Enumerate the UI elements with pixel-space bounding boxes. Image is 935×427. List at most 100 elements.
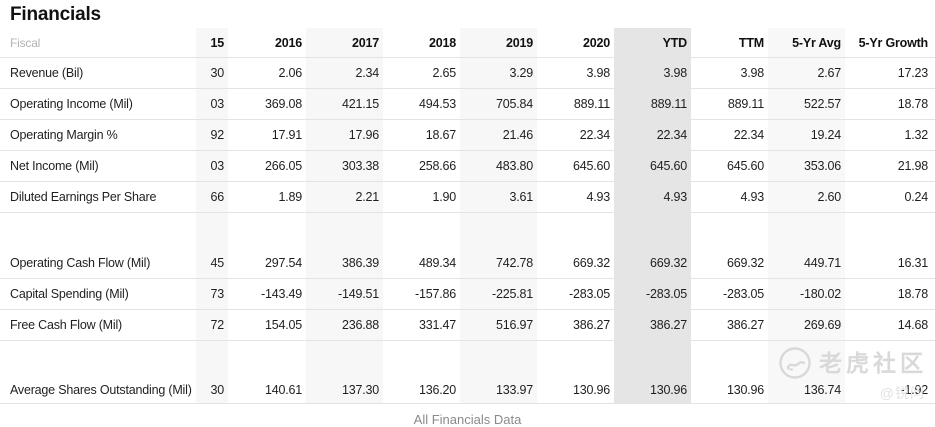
value-cell: 2.65 <box>432 66 456 80</box>
spacer-row <box>0 213 935 248</box>
value-cell <box>614 341 691 376</box>
value-cell: 18.67 <box>425 128 456 142</box>
table-row: Revenue (Bil) 30 2.06 2.34 2.65 3.29 3.98 3.98 3… <box>0 58 935 89</box>
value-cell: 516.97 <box>460 310 537 340</box>
value-cell <box>691 341 768 376</box>
table-row: Operating Margin % 92 17.91 17.96 18.67 21.46… <box>0 120 935 151</box>
table-row: Free Cash Flow (Mil) 72 154.05 236.88 331.47… <box>0 310 935 341</box>
value-cell <box>306 213 383 248</box>
value-cell: 137.30 <box>306 376 383 403</box>
value-cell: 369.08 <box>264 97 302 111</box>
value-cell: 16.31 <box>897 256 928 270</box>
value-cell: 421.15 <box>306 89 383 119</box>
value-cell: 30 <box>196 58 228 88</box>
value-cell: 130.96 <box>726 382 764 397</box>
value-cell: 449.71 <box>768 248 845 278</box>
value-cell <box>845 341 935 376</box>
value-cell: 30 <box>196 376 228 403</box>
value-cell: 45 <box>196 248 228 278</box>
value-cell: 889.11 <box>573 97 610 111</box>
value-cell: 483.80 <box>460 151 537 181</box>
value-cell: 269.69 <box>768 310 845 340</box>
value-cell: 3.98 <box>614 58 691 88</box>
value-cell: -180.02 <box>768 279 845 309</box>
column-header: 5-Yr Avg <box>768 28 845 57</box>
column-header: 2017 <box>306 28 383 57</box>
value-cell: 386.27 <box>572 318 610 332</box>
value-cell: 2.34 <box>306 58 383 88</box>
value-cell <box>537 341 614 376</box>
row-label: Net Income (Mil) <box>10 159 99 173</box>
value-cell: 645.60 <box>726 159 764 173</box>
value-cell: 494.53 <box>418 97 456 111</box>
value-cell: 297.54 <box>264 256 302 270</box>
value-cell <box>460 341 537 376</box>
value-cell: 522.57 <box>768 89 845 119</box>
value-cell: 14.68 <box>897 318 928 332</box>
fiscal-label: Fiscal <box>10 35 41 50</box>
value-cell: 72 <box>196 310 228 340</box>
spacer-row <box>0 341 935 376</box>
value-cell: 742.78 <box>460 248 537 278</box>
value-cell: 2.60 <box>768 182 845 212</box>
value-cell: 17.23 <box>897 66 928 80</box>
row-label: Average Shares Outstanding (Mil) <box>10 382 192 397</box>
all-financials-data-link[interactable]: All Financials Data <box>413 412 522 427</box>
table-row: Diluted Earnings Per Share 66 1.89 2.21 1.90… <box>0 182 935 213</box>
value-cell: 22.34 <box>614 120 691 150</box>
value-cell: 66 <box>196 182 228 212</box>
table-header-row: Fiscal 15 2016 2017 2018 2019 2020 YTD TTM 5-Yr A… <box>0 28 935 58</box>
value-cell: 645.60 <box>572 159 610 173</box>
value-cell: 22.34 <box>579 128 610 142</box>
value-cell: 889.11 <box>727 97 764 111</box>
value-cell: 21.46 <box>460 120 537 150</box>
value-cell: -225.81 <box>460 279 537 309</box>
value-cell: -283.05 <box>569 287 610 301</box>
value-cell <box>768 341 845 376</box>
value-cell <box>768 213 845 248</box>
value-cell: 130.96 <box>572 382 610 397</box>
value-cell: -283.05 <box>614 279 691 309</box>
row-label <box>0 213 196 248</box>
value-cell: 303.38 <box>306 151 383 181</box>
value-cell: 2.06 <box>278 66 302 80</box>
value-cell <box>691 213 768 248</box>
value-cell: 130.96 <box>614 376 691 403</box>
financials-table: Fiscal 15 2016 2017 2018 2019 2020 YTD TTM 5-Yr A… <box>0 28 935 404</box>
value-cell: 236.88 <box>306 310 383 340</box>
value-cell: 266.05 <box>264 159 302 173</box>
column-header: 2020 <box>582 35 610 50</box>
value-cell: 22.34 <box>733 128 764 142</box>
page-title: Financials <box>10 4 101 25</box>
column-header: 2018 <box>428 35 456 50</box>
row-label: Operating Income (Mil) <box>10 97 133 111</box>
value-cell: 03 <box>196 89 228 119</box>
value-cell <box>537 213 614 248</box>
value-cell: 2.21 <box>306 182 383 212</box>
table-row: Net Income (Mil) 03 266.05 303.38 258.66 483.… <box>0 151 935 182</box>
value-cell: 17.91 <box>271 128 302 142</box>
table-row: Operating Income (Mil) 03 369.08 421.15 494.… <box>0 89 935 120</box>
value-cell: 154.05 <box>264 318 302 332</box>
row-label: Free Cash Flow (Mil) <box>10 318 122 332</box>
value-cell <box>460 213 537 248</box>
value-cell <box>614 213 691 248</box>
table-row: Average Shares Outstanding (Mil) 30 140.61… <box>0 376 935 404</box>
value-cell: 133.97 <box>460 376 537 403</box>
value-cell <box>845 213 935 248</box>
table-row: Operating Cash Flow (Mil) 45 297.54 386.39 4… <box>0 248 935 279</box>
value-cell <box>196 341 228 376</box>
value-cell: -283.05 <box>723 287 764 301</box>
value-cell: 353.06 <box>768 151 845 181</box>
table-row: Capital Spending (Mil) 73 -143.49 -149.51 -1… <box>0 279 935 310</box>
value-cell: 19.24 <box>768 120 845 150</box>
value-cell: 03 <box>196 151 228 181</box>
value-cell: 4.93 <box>614 182 691 212</box>
value-cell: 386.27 <box>726 318 764 332</box>
value-cell: 1.32 <box>904 128 928 142</box>
row-label: Diluted Earnings Per Share <box>10 190 157 204</box>
value-cell: 258.66 <box>418 159 456 173</box>
row-label: Revenue (Bil) <box>10 66 84 80</box>
value-cell: 386.27 <box>614 310 691 340</box>
value-cell: -143.49 <box>261 287 302 301</box>
